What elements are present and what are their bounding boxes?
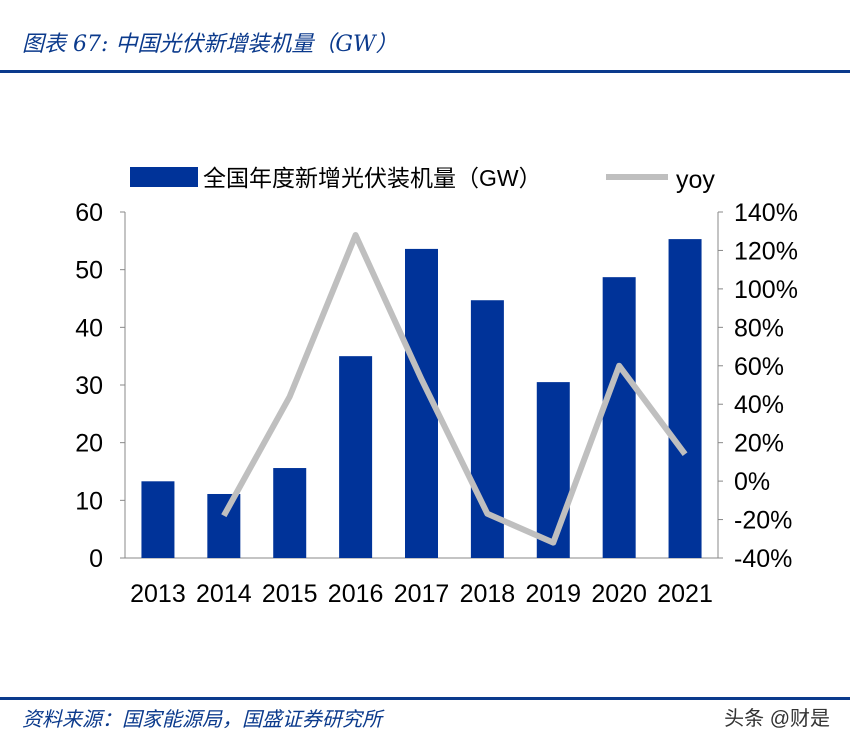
left-tick-label: 50 (75, 257, 103, 285)
x-tick-label: 2017 (394, 580, 450, 608)
left-tick-label: 0 (89, 545, 103, 573)
top-divider (0, 70, 850, 73)
left-tick-label: 60 (75, 199, 103, 227)
bottom-divider (0, 697, 850, 700)
legend-line-label: yoy (676, 166, 715, 194)
bar-2014 (207, 493, 241, 558)
x-tick-label: 2016 (328, 580, 384, 608)
bar-2013 (141, 481, 175, 558)
x-tick-label: 2021 (657, 580, 713, 608)
x-tick-label: 2014 (196, 580, 252, 608)
right-tick-label: 140% (734, 199, 798, 227)
source-note: 资料来源：国家能源局，国盛证券研究所 (22, 707, 382, 731)
x-tick-label: 2018 (460, 580, 516, 608)
left-tick-label: 20 (75, 430, 103, 458)
right-tick-label: 100% (734, 276, 798, 304)
bar-2021 (668, 239, 702, 558)
bar-2020 (602, 277, 636, 558)
right-tick-label: 40% (734, 391, 784, 419)
x-tick-label: 2019 (525, 580, 581, 608)
x-tick-label: 2013 (130, 580, 186, 608)
x-tick-label: 2020 (591, 580, 647, 608)
yoy-line (221, 232, 688, 546)
legend-bar-swatch (130, 167, 198, 187)
right-tick-label: 60% (734, 353, 784, 381)
left-tick-label: 40 (75, 314, 103, 342)
bar-2015 (273, 468, 307, 558)
left-tick-label: 10 (75, 487, 103, 515)
x-tick-label: 2015 (262, 580, 318, 608)
right-tick-label: 120% (734, 237, 798, 265)
right-tick-label: 20% (734, 430, 784, 458)
right-tick-label: -20% (734, 507, 792, 535)
left-tick-label: 30 (75, 372, 103, 400)
right-tick-label: -40% (734, 545, 792, 573)
bar-2016 (339, 356, 373, 558)
legend-bar-label: 全国年度新增光伏装机量（GW） (203, 165, 542, 191)
figure-title: 图表 67: 中国光伏新增装机量（GW） (22, 32, 398, 57)
watermark: 头条 @财是 (724, 708, 830, 730)
right-tick-label: 0% (734, 468, 770, 496)
bar-2019 (536, 382, 570, 558)
right-tick-label: 80% (734, 314, 784, 342)
